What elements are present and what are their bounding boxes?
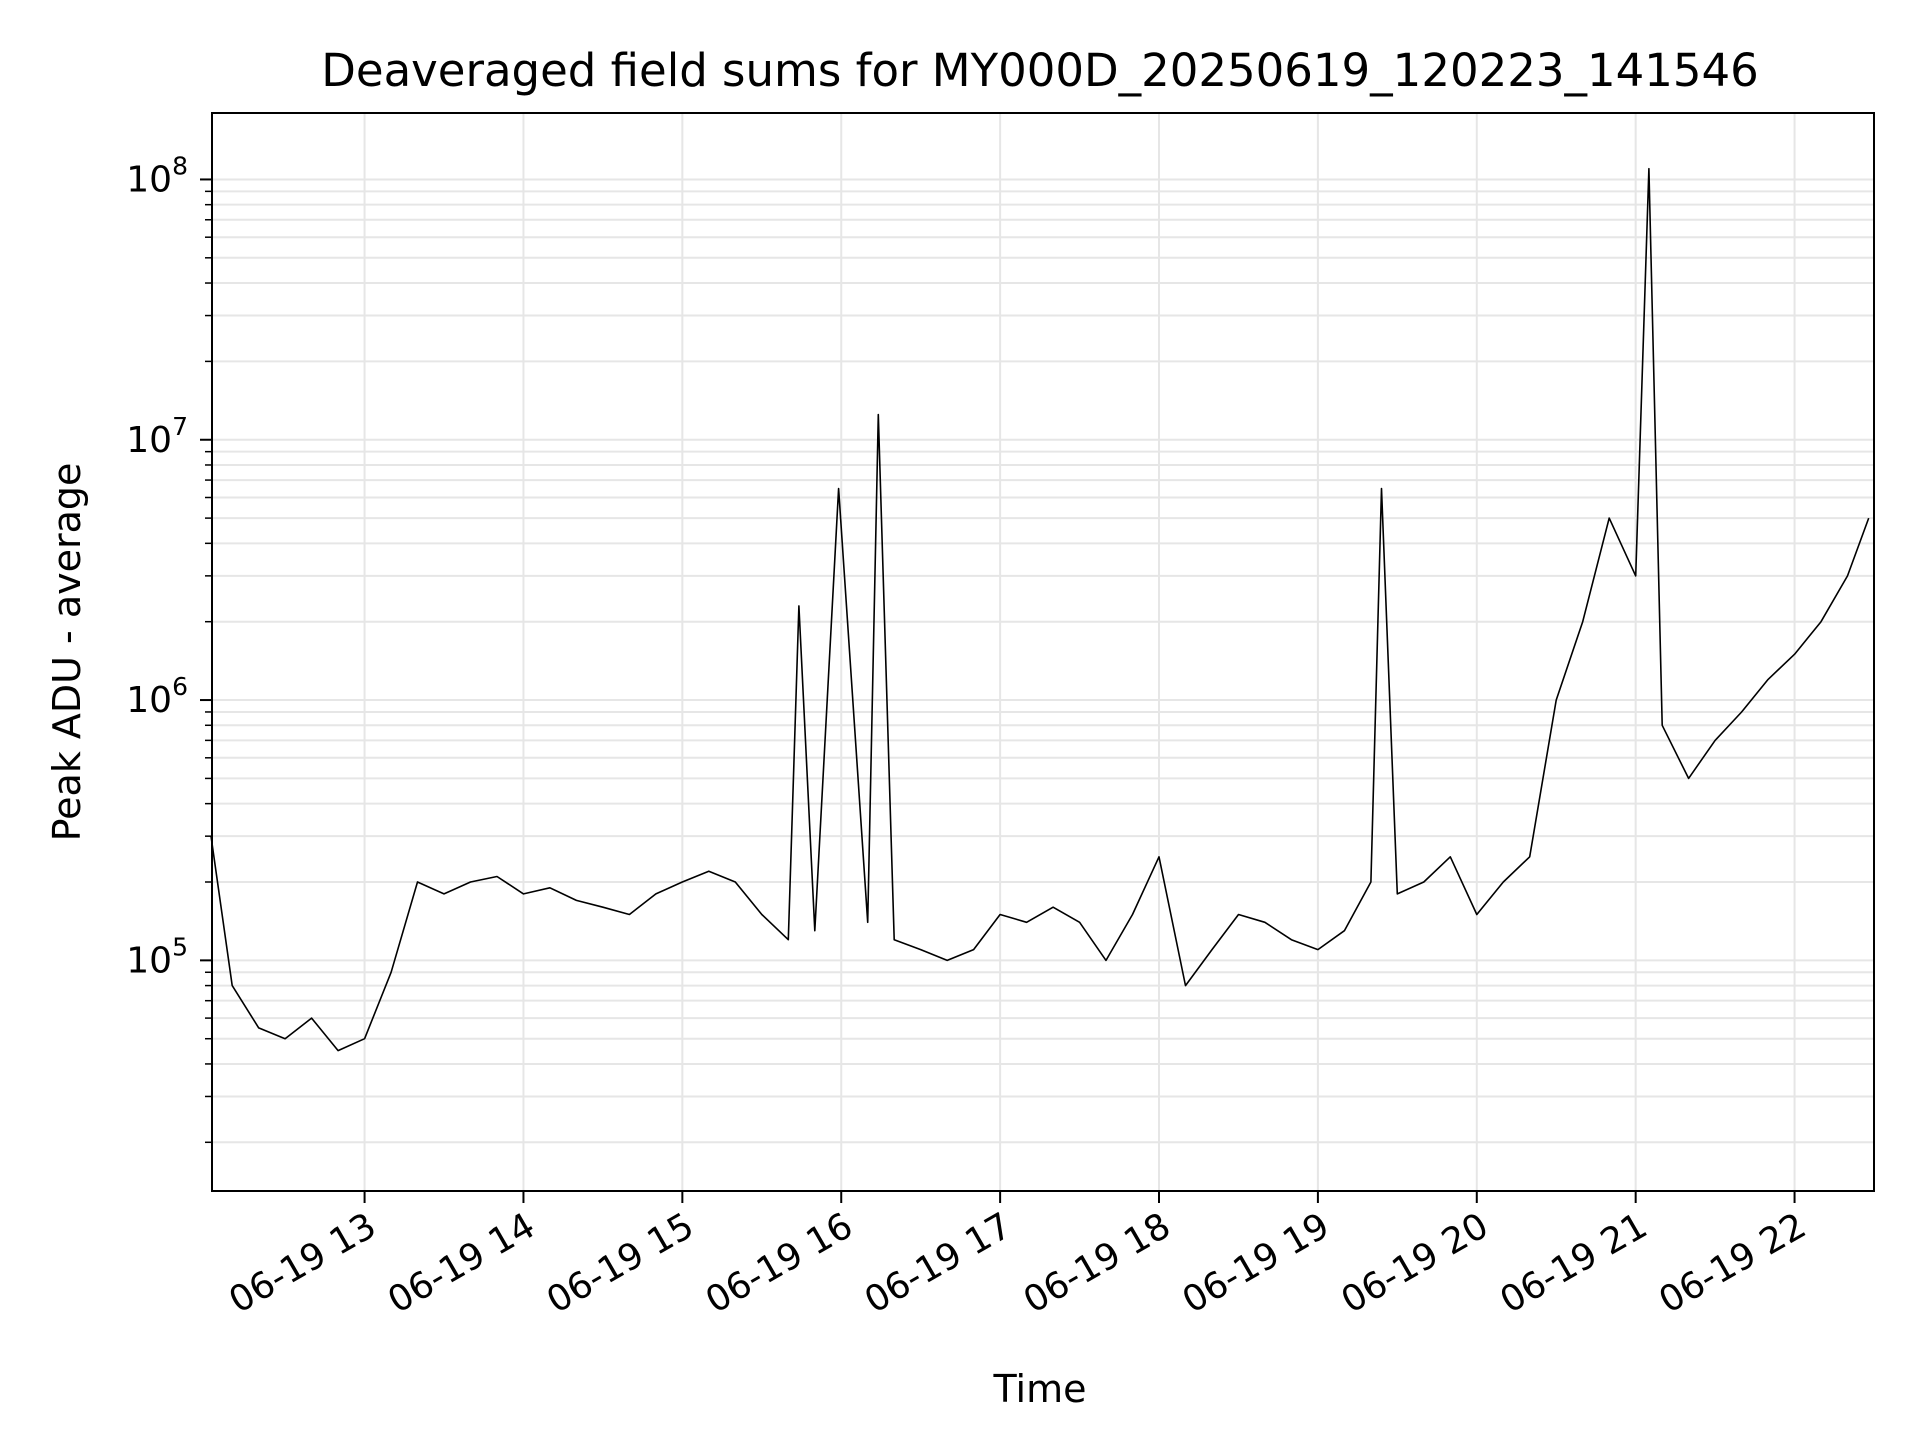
y-tick-label: 107 (126, 412, 188, 461)
x-tick-label: 06-19 15 (540, 1205, 701, 1321)
y-axis: 105 106 107 108 (126, 151, 212, 1144)
x-axis-label: Time (993, 1367, 1087, 1411)
data-trace (210, 167, 1870, 1052)
grid-lines (212, 113, 1874, 1191)
y-tick-label: 105 (126, 932, 188, 981)
chart-title: Deaveraged field sums for MY000D_2025061… (321, 44, 1759, 97)
y-tick-label: 106 (126, 672, 188, 721)
x-tick-label: 06-19 16 (699, 1205, 860, 1321)
x-tick-label: 06-19 20 (1335, 1205, 1496, 1321)
x-tick-label: 06-19 17 (858, 1205, 1019, 1321)
series-line (210, 167, 1870, 1052)
plot-frame (211, 112, 1875, 1192)
x-tick-label: 06-19 19 (1176, 1205, 1337, 1321)
y-tick-label: 108 (126, 151, 188, 200)
x-tick-label: 06-19 13 (222, 1205, 383, 1321)
x-tick-label: 06-19 21 (1493, 1205, 1654, 1321)
x-tick-label: 06-19 22 (1652, 1205, 1813, 1321)
y-axis-label: Peak ADU - average (45, 463, 89, 842)
x-tick-label: 06-19 14 (381, 1205, 542, 1321)
x-tick-label: 06-19 18 (1017, 1205, 1178, 1321)
